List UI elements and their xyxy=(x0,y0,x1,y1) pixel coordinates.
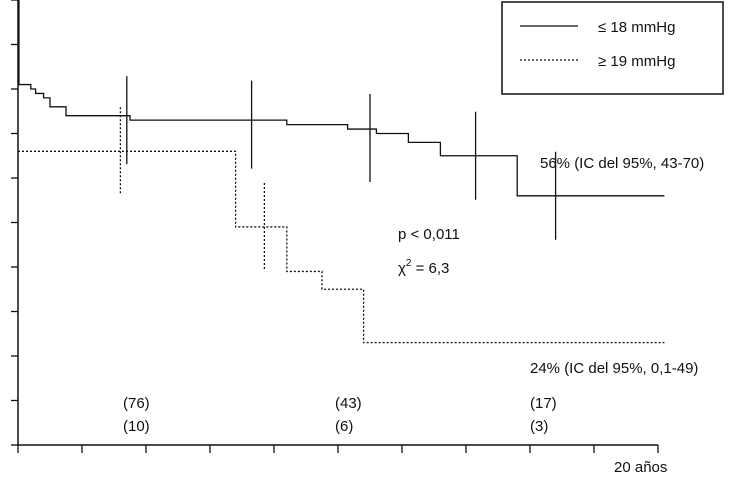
at-risk-2-group-1: (43) xyxy=(335,395,362,412)
legend-label-series-2: ≥ 19 mmHg xyxy=(598,53,675,70)
at-risk-1-group-2: (10) xyxy=(123,418,150,435)
at-risk-table: (76) (10) (43) (6) (17) (3) xyxy=(123,395,557,435)
at-risk-3-group-2: (3) xyxy=(530,418,548,435)
at-risk-2-group-2: (6) xyxy=(335,418,353,435)
legend: ≤ 18 mmHg ≥ 19 mmHg xyxy=(501,1,724,95)
x-axis-label: 20 años xyxy=(614,459,667,476)
axes xyxy=(11,0,659,453)
p-value-label: p < 0,011 xyxy=(398,226,460,243)
series-1-end-label: 56% (IC del 95%, 43-70) xyxy=(540,155,704,172)
series-1-line xyxy=(18,0,665,197)
series-2-end-label: 24% (IC del 95%, 0,1-49) xyxy=(530,360,698,377)
series-layer xyxy=(18,0,665,344)
chi-exponent: 2 xyxy=(406,258,412,269)
chi-value: = 6,3 xyxy=(411,260,449,277)
legend-label-series-1: ≤ 18 mmHg xyxy=(598,19,675,36)
at-risk-3-group-1: (17) xyxy=(530,395,557,412)
legend-box xyxy=(501,1,724,95)
chi-square-label: χ2 = 6,3 xyxy=(398,258,449,277)
censor-layer xyxy=(119,76,557,271)
series-2-line xyxy=(18,150,665,344)
at-risk-1-group-1: (76) xyxy=(123,395,150,412)
chi-symbol: χ xyxy=(398,260,406,277)
